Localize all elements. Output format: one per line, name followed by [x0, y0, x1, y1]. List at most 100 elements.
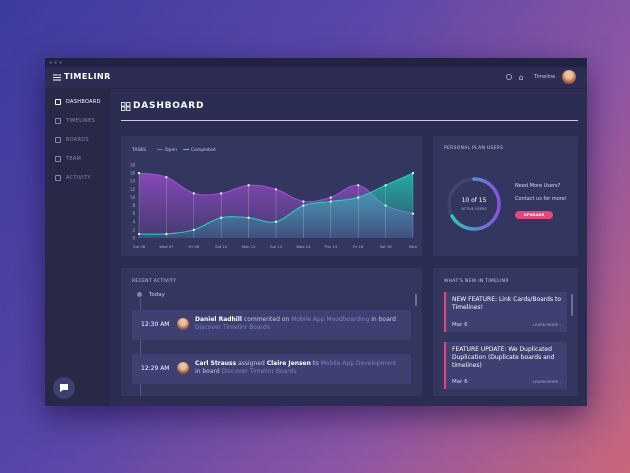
top-bar: TIMELINR Timeline [45, 67, 587, 89]
nav-item[interactable]: DASHBOARD [55, 98, 101, 106]
window-dot[interactable] [59, 61, 62, 64]
timeline-line [140, 298, 141, 396]
upgrade-button[interactable]: UPGRADE [515, 211, 553, 219]
chat-button[interactable] [53, 377, 75, 399]
nav-item[interactable]: BOARDS [55, 136, 89, 144]
plan-contact: Contact us for more! [515, 196, 567, 202]
point [274, 188, 278, 191]
activity-text: Daniel Radhill commented on Mobile App M… [195, 316, 400, 332]
day-label: Today [149, 292, 165, 298]
sidebar: DASHBOARD TIMELINES BOARDS TEAM ACTIVITY [45, 88, 110, 406]
nav-icon [55, 175, 61, 181]
x-tick-label: Mon [409, 244, 418, 249]
user-name[interactable]: Timeline [534, 74, 556, 80]
card-title: WHAT'S NEW IN TIMELINR [444, 279, 509, 284]
point [302, 204, 305, 207]
logo-icon [53, 74, 61, 81]
point [165, 176, 168, 179]
activity-time: 12:30 AM [141, 321, 170, 328]
plan-question: Need More Users? [515, 183, 561, 189]
point [137, 172, 141, 175]
chart-title: TASKS [131, 147, 146, 153]
y-tick-label: 0 [132, 236, 135, 241]
y-tick-label: 6 [132, 211, 135, 216]
avatar [177, 318, 189, 330]
plan-count: 10 of 15 [461, 197, 487, 204]
element [121, 106, 126, 111]
logo[interactable]: TIMELINR [64, 72, 111, 81]
y-tick-label: 14 [130, 179, 136, 184]
plan-ring [447, 177, 501, 231]
window-dot[interactable] [54, 61, 57, 64]
y-tick-label: 16 [130, 171, 136, 176]
nav-item[interactable]: TIMELINES [55, 117, 95, 125]
text-part: Daniel Radhill [195, 316, 242, 323]
x-tick-label: Tue 13 [269, 244, 283, 249]
point [411, 212, 415, 215]
x-tick-label: Wed 14 [296, 244, 311, 249]
point [384, 184, 387, 187]
nav-icon [55, 156, 61, 162]
news-date: Mar 6 [452, 322, 468, 328]
app-window: TIMELINR Timeline DASHBOARD TIMELINES BOAR… [45, 58, 587, 406]
text-part: Mobile App Moodboarding [291, 316, 370, 323]
scrollbar[interactable] [571, 294, 573, 316]
timeline-dot [137, 292, 142, 297]
scrollbar[interactable] [415, 294, 417, 306]
element [519, 75, 523, 80]
y-tick-label: 18 [130, 163, 136, 168]
x-tick-label: Sat 10 [215, 244, 228, 249]
point [220, 192, 223, 195]
activity-text: Carl Strauss assigned Claire Jensen to M… [195, 360, 400, 376]
element [53, 74, 61, 81]
header-rule [121, 120, 578, 121]
x-tick-label: Thu 15 [323, 244, 338, 249]
card-title: PERSONAL PLAN USERS [444, 146, 504, 151]
element [506, 74, 512, 80]
point [247, 184, 250, 187]
user-avatar[interactable] [562, 70, 576, 84]
element [121, 102, 126, 107]
x-tick-label: Fri 16 [353, 244, 364, 249]
plan-caption: ACTIVE USERS [461, 207, 487, 211]
x-tick-label: Tue 06 [132, 244, 146, 249]
element [60, 384, 68, 392]
top-icons[interactable] [505, 73, 525, 81]
nav-item[interactable]: TEAM [55, 155, 81, 163]
text-part: commented on [241, 316, 292, 323]
card-title: RECENT ACTIVITY [132, 279, 177, 284]
page-title: DASHBOARD [133, 101, 205, 111]
activity-item: 12:29 AM Carl Strauss assigned Claire Jen… [132, 354, 411, 384]
avatar [177, 362, 189, 374]
learn-more[interactable]: LEARN MORE › [533, 322, 561, 327]
element [57, 74, 59, 76]
legend-label: Completed [191, 147, 216, 153]
point [274, 220, 278, 223]
x-tick-label: Mon 12 [242, 244, 257, 249]
learn-more[interactable]: LEARN MORE › [533, 379, 561, 384]
activity-item: 12:30 AM Daniel Radhill commented on Mobi… [132, 310, 411, 340]
y-tick-label: 2 [132, 227, 135, 232]
point [411, 172, 415, 175]
header-icon [121, 102, 131, 111]
news-date: Mar 6 [452, 379, 468, 385]
text-part: assigned [236, 360, 267, 367]
element [126, 102, 131, 107]
news-item: NEW FEATURE: Link Cards/Boards to Timeli… [444, 292, 567, 332]
news-card: WHAT'S NEW IN TIMELINR NEW FEATURE: Link… [433, 268, 578, 396]
point [384, 204, 387, 207]
point [329, 196, 332, 199]
nav-icon [55, 99, 61, 105]
y-tick-label: 4 [132, 219, 135, 224]
news-title: NEW FEATURE: Link Cards/Boards to Timeli… [452, 296, 562, 311]
text-part: in board [369, 316, 396, 323]
nav-item[interactable]: ACTIVITY [55, 174, 91, 182]
point [192, 228, 195, 231]
window-dot[interactable] [49, 61, 52, 64]
point [302, 200, 305, 203]
tasks-chart: TASKS Open Completed 0 2 4 6 8 10 12 14 16 18 Tue 06 W… [130, 147, 418, 249]
point [220, 216, 223, 219]
area [139, 173, 413, 238]
text-part: Discover Timelinr Boards [195, 324, 270, 331]
